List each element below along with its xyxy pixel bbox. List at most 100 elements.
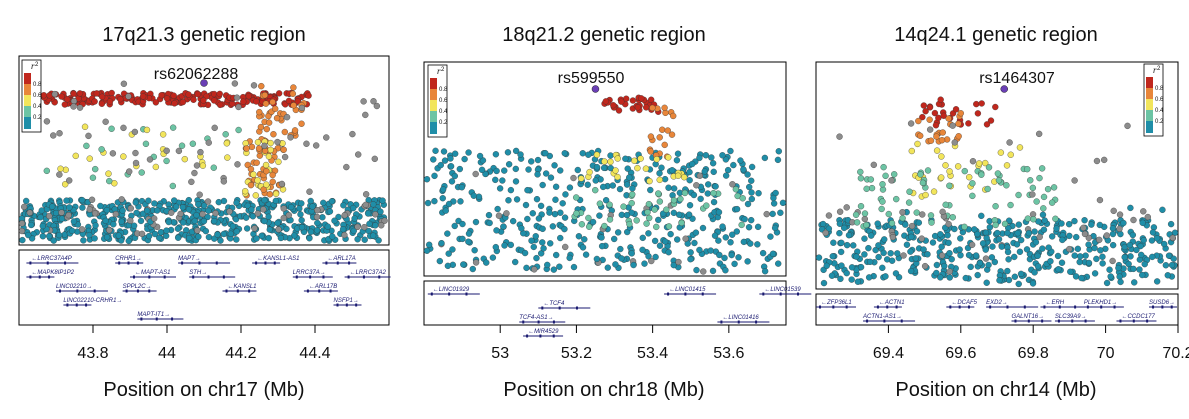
legend-swatch-orange <box>430 89 437 100</box>
snp-point <box>606 216 614 223</box>
snp-point <box>949 214 956 221</box>
snp-point <box>145 197 152 204</box>
snp-point <box>865 274 873 281</box>
snp-point <box>938 153 945 160</box>
snp-point <box>306 188 313 195</box>
gene-exon <box>148 275 151 279</box>
snp-point <box>1129 231 1137 239</box>
snp-points <box>815 85 1179 288</box>
gene-exon <box>46 261 49 265</box>
snp-point <box>997 149 1005 156</box>
snp-point <box>260 186 267 193</box>
snp-point <box>1167 220 1175 228</box>
snp-point <box>689 160 696 168</box>
gene-exon <box>222 275 225 279</box>
snp-point <box>535 215 543 222</box>
snp-point <box>561 214 569 221</box>
gene-label: LINC02210-CRHR1→ <box>63 298 122 304</box>
snp-point <box>921 262 929 270</box>
gene-exon <box>845 305 848 309</box>
snp-point <box>552 196 559 203</box>
snp-point <box>557 209 564 216</box>
snp-point <box>1097 247 1104 254</box>
snp-point <box>721 254 728 262</box>
snp-point <box>143 207 151 214</box>
snp-point <box>1109 230 1117 238</box>
snp-point <box>1106 266 1113 273</box>
snp-point <box>1103 279 1111 287</box>
x-axis: 53 53.2 53.4 53.6 <box>491 325 745 362</box>
gene-exon <box>448 292 451 296</box>
snp-point <box>655 190 662 197</box>
snp-point <box>682 235 689 242</box>
gene-exon <box>64 261 67 265</box>
snp-point <box>924 167 932 174</box>
snp-point <box>728 251 735 259</box>
snp-point <box>249 213 257 220</box>
gene-exon <box>155 317 158 321</box>
snp-point <box>171 197 178 204</box>
snp-point <box>448 178 456 185</box>
snp-points <box>18 79 388 245</box>
x-tick-label: 69.6 <box>945 345 976 362</box>
legend-label: 0.4 <box>1155 108 1164 114</box>
snp-point <box>542 170 550 177</box>
snp-point <box>1029 184 1037 192</box>
snp-point <box>86 155 93 162</box>
snp-point <box>360 98 367 105</box>
snp-point <box>423 176 431 183</box>
gene-exon <box>236 289 239 293</box>
snp-point <box>350 204 357 212</box>
legend-label: 0.8 <box>1155 86 1164 92</box>
snp-point <box>914 140 921 148</box>
snp-point <box>1038 165 1046 172</box>
snp-point <box>746 183 753 191</box>
snp-point <box>229 223 237 230</box>
snp-point <box>998 243 1005 250</box>
snp-point <box>944 232 951 239</box>
snp-point <box>250 82 258 89</box>
snp-point <box>988 254 996 261</box>
snp-point <box>740 166 747 173</box>
snp-point <box>492 243 499 251</box>
gene-exon <box>192 275 195 279</box>
snp-point <box>465 230 473 237</box>
snp-point <box>79 204 86 211</box>
snp-point <box>517 151 524 158</box>
snp-points <box>423 85 787 275</box>
snp-point <box>459 220 466 228</box>
snp-point <box>1036 233 1043 241</box>
snp-point <box>1125 260 1132 268</box>
snp-point <box>861 251 868 258</box>
snp-point <box>1109 225 1117 232</box>
snp-point <box>1099 260 1106 267</box>
snp-point <box>900 252 907 259</box>
gene-label: SUSD6→ <box>1149 300 1175 306</box>
gene-exon <box>796 292 799 296</box>
snp-point <box>91 235 98 242</box>
gene-exon <box>522 320 525 324</box>
snp-point <box>233 236 240 243</box>
gene-exon <box>29 275 32 279</box>
snp-point <box>313 227 321 234</box>
snp-point <box>501 167 508 174</box>
snp-point <box>775 148 782 155</box>
snp-point <box>1055 266 1062 273</box>
snp-point <box>175 234 182 241</box>
panel-title: 14q24.1 genetic region <box>894 24 1098 46</box>
snp-point <box>1117 230 1124 238</box>
x-tick-label: 44.4 <box>299 345 330 362</box>
snp-point <box>593 255 601 263</box>
snp-point <box>46 212 53 220</box>
snp-point <box>929 239 937 246</box>
gene-exon <box>895 305 898 309</box>
snp-point <box>298 104 306 112</box>
snp-point <box>733 228 740 235</box>
snp-point <box>675 258 682 266</box>
snp-point <box>857 263 865 271</box>
snp-point <box>1093 157 1101 165</box>
snp-point <box>661 238 669 245</box>
snp-point <box>648 257 655 265</box>
gene-exon <box>1057 319 1060 323</box>
snp-point <box>289 90 297 97</box>
